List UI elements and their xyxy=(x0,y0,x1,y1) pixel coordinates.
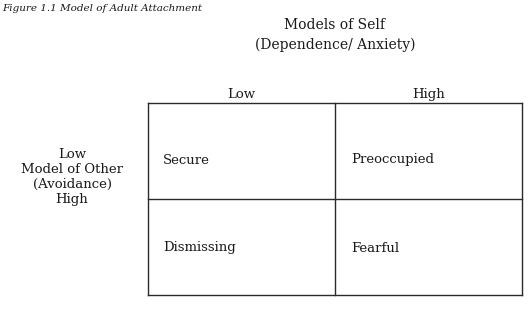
Text: Low: Low xyxy=(58,148,86,161)
Text: Dismissing: Dismissing xyxy=(163,241,236,255)
Text: (Avoidance): (Avoidance) xyxy=(32,178,112,191)
Text: Preoccupied: Preoccupied xyxy=(351,153,434,166)
Text: Models of Self: Models of Self xyxy=(285,18,386,32)
Text: Secure: Secure xyxy=(163,153,210,166)
Text: Fearful: Fearful xyxy=(351,241,399,255)
Text: High: High xyxy=(56,193,88,206)
Text: Model of Other: Model of Other xyxy=(21,163,123,176)
Text: (Dependence/ Anxiety): (Dependence/ Anxiety) xyxy=(255,38,415,52)
Text: Figure 1.1 Model of Adult Attachment: Figure 1.1 Model of Adult Attachment xyxy=(2,4,202,13)
Text: Low: Low xyxy=(227,88,255,101)
Text: High: High xyxy=(413,88,446,101)
